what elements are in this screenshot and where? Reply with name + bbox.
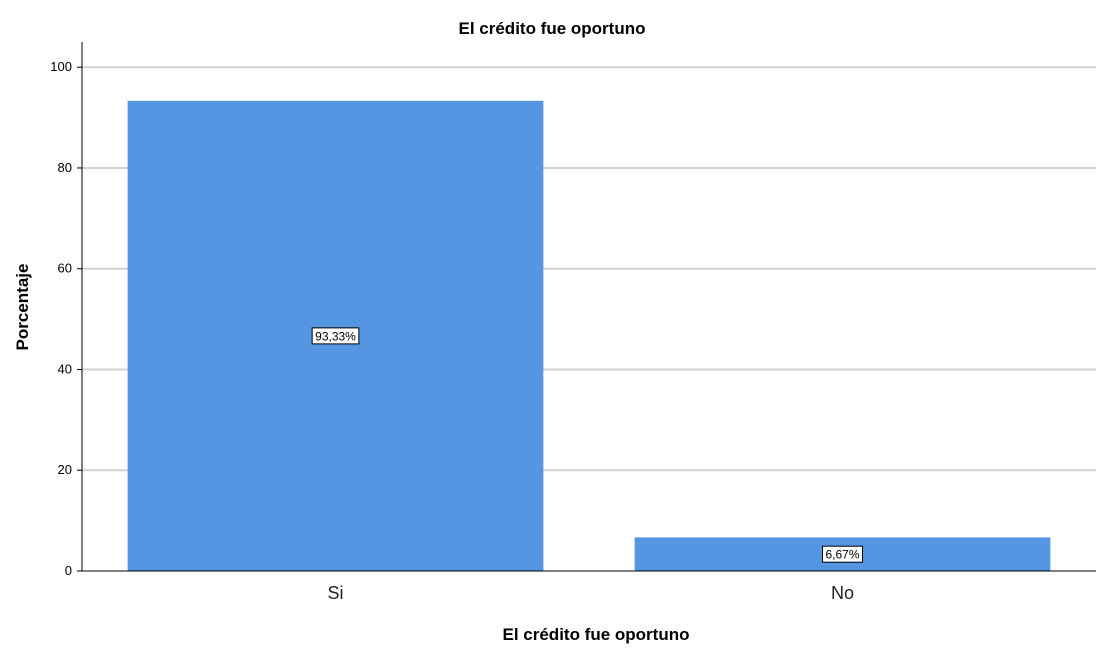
data-label-box xyxy=(311,327,360,345)
bars xyxy=(127,100,1051,572)
x-tick-label: No xyxy=(831,583,854,603)
y-tick-label: 0 xyxy=(65,563,72,578)
data-label-text: 93,33% xyxy=(315,329,356,343)
chart-title: El crédito fue oportuno xyxy=(459,19,646,38)
data-label: 93,33% xyxy=(311,327,360,345)
y-tick-label: 60 xyxy=(58,261,72,276)
data-label-text: 6,67% xyxy=(825,548,859,562)
y-tick-label: 100 xyxy=(50,59,72,74)
y-tick-label: 20 xyxy=(58,462,72,477)
y-tick-label: 80 xyxy=(58,160,72,175)
data-label: 6,67% xyxy=(821,545,864,563)
y-axis-title: Porcentaje xyxy=(13,264,32,351)
axes: 0 20 40 60 80 100 Si No xyxy=(50,42,1096,603)
x-axis-title: El crédito fue oportuno xyxy=(503,625,690,644)
data-labels: 93,33% 6,67% xyxy=(311,327,864,563)
y-tick-label: 40 xyxy=(58,361,72,376)
x-tick-label: Si xyxy=(327,583,343,603)
data-label-box xyxy=(821,545,864,563)
